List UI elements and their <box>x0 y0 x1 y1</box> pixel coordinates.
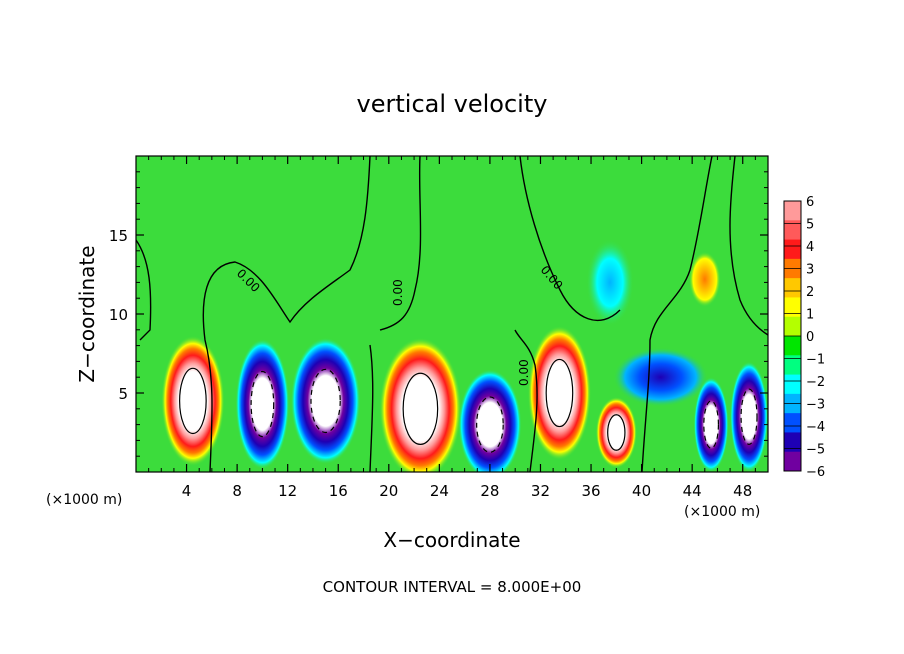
colorbar-label: −4 <box>806 420 825 435</box>
updraft-cell <box>595 396 637 469</box>
colorbar-label: −6 <box>806 465 825 480</box>
x-tick-label: 4 <box>182 482 192 500</box>
x-tick-label: 32 <box>531 482 550 500</box>
contour-label: 0.00 <box>517 359 531 386</box>
x-unit-left: (×1000 m) <box>46 492 122 508</box>
colorbar-swatch <box>784 220 801 241</box>
inner-contour <box>545 358 574 428</box>
colorbar-label: 1 <box>806 308 814 323</box>
contour-label: 0.00 <box>391 279 405 306</box>
velocity-features <box>161 238 768 472</box>
colorbar-label: 0 <box>806 330 814 345</box>
colorbar-label: −2 <box>806 375 825 390</box>
x-tick-label: 12 <box>278 482 297 500</box>
contour-line <box>379 156 422 331</box>
plot-area: 0.00 0.00 0.00 0.00 <box>136 156 768 472</box>
colorbar-swatch <box>784 374 801 395</box>
inner-contour <box>740 388 758 445</box>
colorbar: 6 5 4 3 2 1 0 −1 −2 −3 −4 −5 −6 <box>783 195 825 480</box>
colorbar-label: −1 <box>806 353 825 368</box>
x-tick-label: 8 <box>232 482 242 500</box>
colorbar-label: 6 <box>806 195 814 210</box>
colorbar-swatch <box>784 451 801 472</box>
colorbar-label: 5 <box>806 218 814 233</box>
contour-line <box>514 329 538 472</box>
updraft-cell <box>689 251 721 307</box>
colorbar-swatch <box>784 201 801 221</box>
zero-contours <box>136 156 768 472</box>
x-axis-label: X−coordinate <box>383 528 520 552</box>
contour-line <box>729 156 768 336</box>
colorbar-label: 4 <box>806 240 814 255</box>
x-tick-label: 16 <box>329 482 348 500</box>
downdraft-cell <box>458 369 522 472</box>
contour-line <box>519 156 621 321</box>
colorbar-label: −3 <box>806 398 825 413</box>
colorbar-swatch <box>784 336 801 356</box>
x-unit-right: (×1000 m) <box>684 504 760 520</box>
x-tick-label: 20 <box>379 482 398 500</box>
colorbar-label: 3 <box>806 263 814 278</box>
contour-line <box>369 344 374 472</box>
x-tick-label: 28 <box>480 482 499 500</box>
colorbar-swatch <box>784 239 801 260</box>
colorbar-label: −5 <box>806 443 825 458</box>
inner-contour <box>703 400 720 449</box>
inner-contour <box>476 396 504 453</box>
downdraft-cell <box>586 238 634 326</box>
contour-line <box>136 239 152 341</box>
colorbar-swatch <box>784 413 801 433</box>
updraft-cell <box>161 335 225 467</box>
updraft-cell <box>527 325 592 461</box>
y-tick-label: 5 <box>118 385 128 403</box>
x-tick-label: 24 <box>430 482 449 500</box>
downdraft-cell <box>730 361 768 472</box>
y-tick-label: 10 <box>109 306 128 324</box>
downdraft-cell <box>693 377 729 472</box>
x-tick-label: 44 <box>683 482 702 500</box>
x-tick-label: 40 <box>632 482 651 500</box>
colorbar-swatch <box>784 278 801 298</box>
updraft-cell <box>379 337 462 472</box>
y-tick-label: 15 <box>109 227 128 245</box>
downdraft-cell <box>290 337 361 465</box>
downdraft-cell <box>235 338 290 470</box>
colorbar-swatch <box>784 355 801 376</box>
colorbar-swatch <box>784 297 801 318</box>
colorbar-label: 2 <box>806 285 814 300</box>
inner-contour <box>179 367 207 435</box>
x-tick-label: 36 <box>581 482 600 500</box>
contour-interval-note: CONTOUR INTERVAL = 8.000E+00 <box>323 578 582 596</box>
inner-contour <box>310 368 341 434</box>
chart-title: vertical velocity <box>357 90 548 118</box>
x-tick-label: 48 <box>733 482 752 500</box>
colorbar-swatch <box>784 316 801 337</box>
inner-contour <box>607 414 626 451</box>
contour-line <box>641 156 713 472</box>
inner-contour <box>250 370 275 438</box>
contour-line <box>202 156 371 472</box>
y-axis-label: Z−coordinate <box>75 245 99 382</box>
downdraft-cell <box>613 347 708 407</box>
colorbar-swatch <box>784 432 801 453</box>
inner-contour <box>402 372 439 445</box>
